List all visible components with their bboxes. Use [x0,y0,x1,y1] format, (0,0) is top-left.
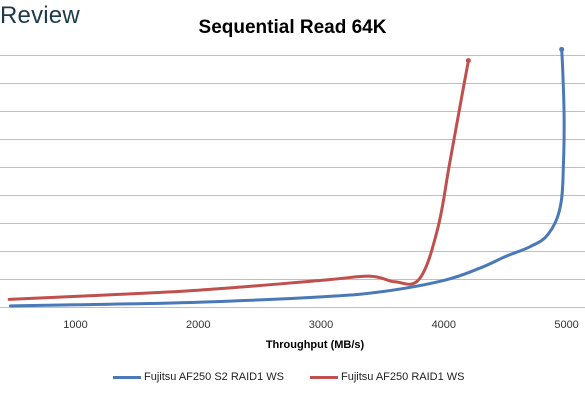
legend-swatch-af250 [310,375,338,379]
series-lines [7,46,566,308]
x-tick-label: 1000 [63,319,87,331]
legend-item-s2: Fujitsu AF250 S2 RAID1 WS [113,371,284,383]
series-line-0 [9,47,566,308]
series-end-point-1 [465,58,471,64]
chart-legend: Fujitsu AF250 S2 RAID1 WS Fujitsu AF250 … [0,371,585,387]
chart-title: Sequential Read 64K [198,17,387,38]
legend-label-af250: Fujitsu AF250 RAID1 WS [341,371,465,383]
legend-label-s2: Fujitsu AF250 S2 RAID1 WS [144,371,284,383]
x-tick-label: 5000 [554,319,578,331]
x-axis-ticks: 1000 2000 3000 4000 5000 [63,319,579,331]
brand-logo: Review [0,2,80,29]
series-end-point-0 [559,46,565,52]
x-tick-label: 4000 [432,319,456,331]
x-tick-label: 2000 [186,319,210,331]
gridlines [0,55,585,308]
x-tick-label: 3000 [309,319,333,331]
x-axis-label: Throughput (MB/s) [266,339,365,351]
legend-swatch-s2 [113,375,141,379]
legend-item-af250: Fujitsu AF250 RAID1 WS [310,371,465,383]
series-line-1 [7,59,470,301]
